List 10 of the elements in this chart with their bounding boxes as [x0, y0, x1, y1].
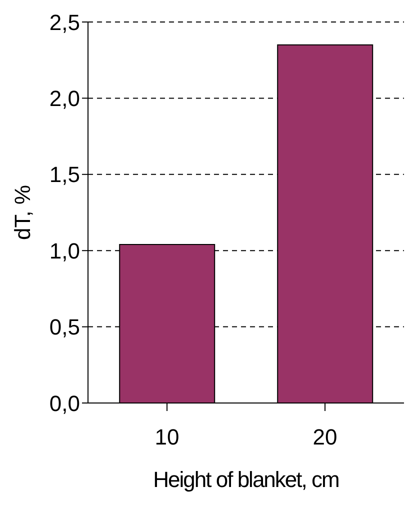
- y-tick-label: 0,5: [49, 314, 80, 340]
- x-axis-title: Height of blanket, cm: [153, 467, 339, 492]
- y-tick-label: 1,0: [49, 238, 80, 264]
- y-tick-label: 2,0: [49, 86, 80, 112]
- x-tick-label: 20: [312, 424, 338, 450]
- y-tick-label: 2,5: [49, 10, 80, 35]
- x-tick-label: 10: [154, 424, 180, 450]
- y-axis-title: dT, %: [10, 184, 35, 240]
- y-tick-label: 1,5: [49, 162, 80, 188]
- y-tick-label: 0,0: [49, 390, 80, 416]
